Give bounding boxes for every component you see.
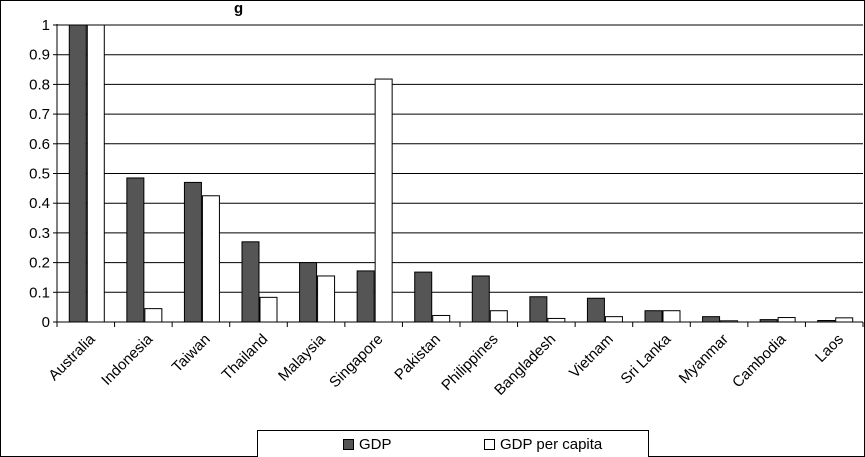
bar-gdp-per-capita bbox=[835, 317, 854, 323]
x-category-label: Malaysia bbox=[275, 330, 329, 384]
axes bbox=[56, 24, 864, 327]
x-category-label: Myanmar bbox=[676, 331, 732, 387]
x-category-label: Indonesia bbox=[98, 330, 156, 388]
x-category-label: Pakistan bbox=[391, 331, 444, 384]
y-tick-label: 0.2 bbox=[29, 255, 50, 272]
x-category-label: Singapore bbox=[326, 331, 386, 391]
bar-gdp bbox=[529, 296, 548, 323]
chart-title: g bbox=[234, 0, 243, 17]
x-category-label: Cambodia bbox=[729, 330, 790, 391]
bar-gdp bbox=[126, 177, 145, 323]
bar-gdp-per-capita bbox=[662, 310, 681, 323]
x-category-label: Vietnam bbox=[566, 331, 617, 382]
x-axis-labels: Australia Indonesia Taiwan Thailand Malaysia… bbox=[45, 330, 847, 399]
legend-item-gdp: GDP bbox=[343, 436, 392, 453]
bar-gdp bbox=[241, 241, 260, 323]
x-category-label: Thailand bbox=[219, 331, 272, 384]
bar-gdp bbox=[471, 275, 490, 323]
y-tick-label: 0.6 bbox=[29, 136, 50, 153]
bar-gdp-per-capita bbox=[777, 317, 796, 323]
y-tick-label: 0.7 bbox=[29, 106, 50, 123]
bar-gdp-per-capita bbox=[374, 78, 393, 323]
x-category-label: Sri Lanka bbox=[617, 330, 674, 387]
y-tick-label: 0.1 bbox=[29, 284, 50, 301]
bar-gdp-per-capita bbox=[604, 316, 623, 323]
x-category-label: Australia bbox=[45, 330, 99, 384]
gridlines bbox=[57, 24, 863, 293]
legend-item-gdp-per-capita: GDP per capita bbox=[484, 436, 602, 453]
x-category-label: Laos bbox=[812, 331, 847, 366]
bar-gdp-per-capita bbox=[317, 275, 336, 323]
bar-gdp bbox=[356, 270, 375, 323]
legend: GDP GDP per capita bbox=[257, 430, 649, 457]
y-tick-label: 1 bbox=[42, 17, 50, 34]
bar-gdp bbox=[586, 297, 605, 323]
bar-gdp-per-capita bbox=[144, 308, 163, 323]
bar-gdp bbox=[702, 316, 721, 323]
y-tick-label: 0.4 bbox=[29, 195, 50, 212]
bar-gdp-per-capita bbox=[547, 317, 566, 323]
bar-gdp-per-capita bbox=[201, 195, 220, 323]
x-category-label: Taiwan bbox=[169, 331, 214, 376]
legend-label-gdp-per-capita: GDP per capita bbox=[500, 436, 603, 453]
legend-label-gdp: GDP bbox=[359, 436, 392, 453]
bar-gdp bbox=[183, 181, 202, 323]
bar-gdp-per-capita bbox=[489, 310, 508, 323]
bar-gdp-per-capita bbox=[259, 296, 278, 323]
bar-gdp bbox=[299, 262, 318, 323]
bar-gdp bbox=[644, 310, 663, 323]
x-category-label: Bangladesh bbox=[491, 331, 559, 399]
bar-gdp bbox=[414, 271, 433, 323]
y-tick-label: 0.5 bbox=[29, 166, 50, 183]
bars bbox=[68, 24, 854, 323]
y-tick-label: 0.8 bbox=[29, 76, 50, 93]
legend-swatch-gdp bbox=[343, 439, 354, 450]
legend-swatch-gdp-per-capita bbox=[484, 439, 495, 450]
y-tick-label: 0.9 bbox=[29, 47, 50, 64]
bar-gdp bbox=[68, 24, 87, 323]
y-tick-label: 0.3 bbox=[29, 225, 50, 242]
bar-gdp-per-capita bbox=[86, 24, 105, 323]
y-tick-label: 0 bbox=[42, 314, 50, 331]
bar-gdp-per-capita bbox=[432, 314, 451, 323]
y-axis-ticks: 0 0.1 0.2 0.3 0.4 0.5 0.6 0.7 0.8 0.9 1 bbox=[29, 17, 57, 331]
